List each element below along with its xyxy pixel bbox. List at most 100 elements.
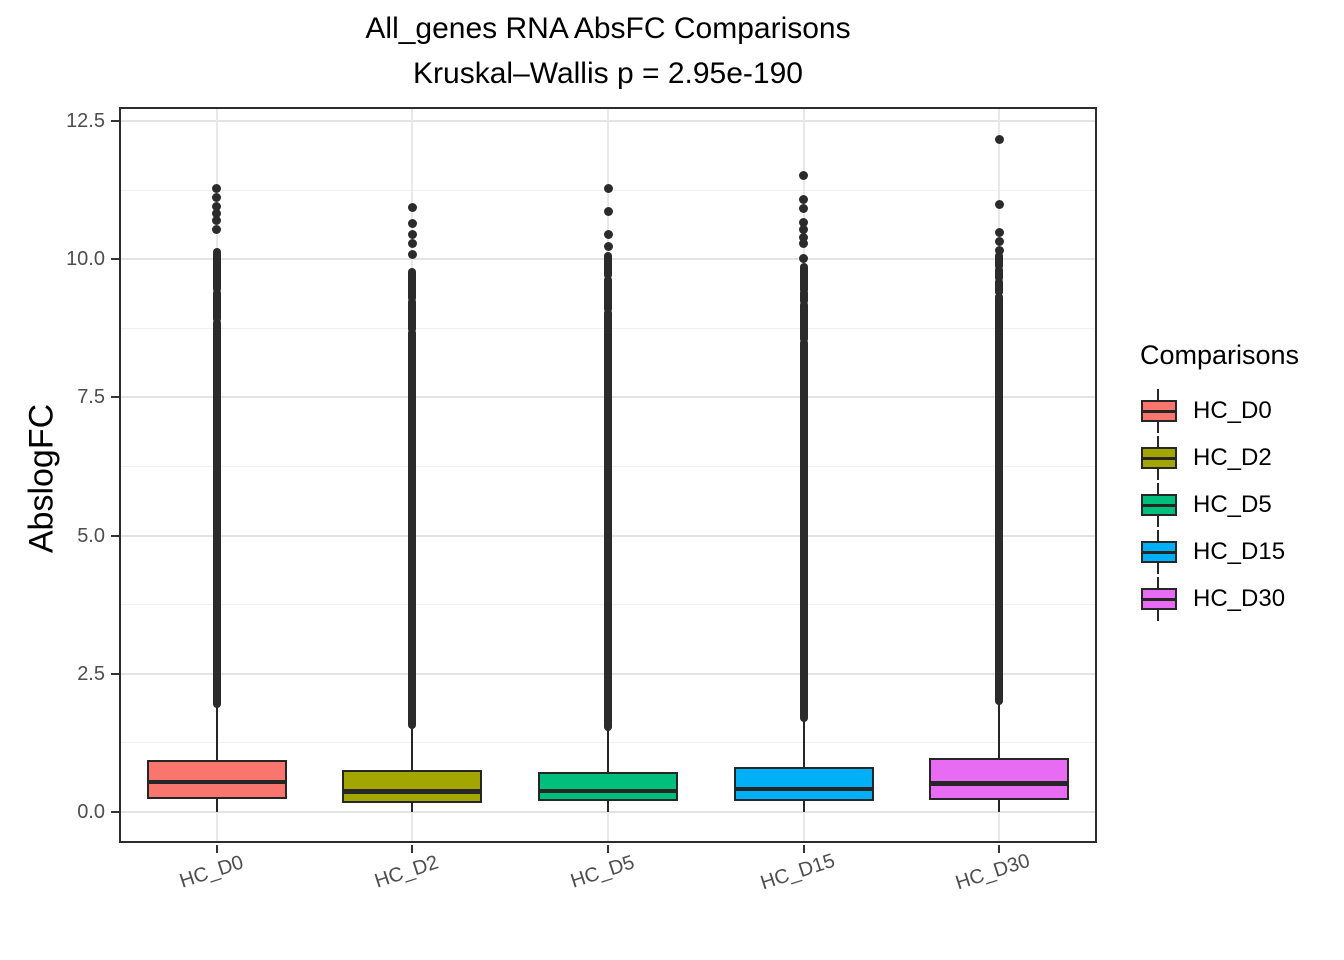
outlier-column-HC_D5 [604, 275, 612, 313]
whisker-low-HC_D0 [215, 799, 218, 812]
whisker-high-HC_D15 [802, 718, 805, 767]
whisker-high-HC_D0 [215, 704, 218, 760]
median-HC_D5 [540, 788, 676, 794]
outlier-dot-HC_D5 [603, 184, 613, 194]
whisker-low-HC_D15 [802, 800, 805, 812]
legend-item-HC_D2: HC_D2 [1140, 434, 1299, 481]
legend-item-HC_D5: HC_D5 [1140, 481, 1299, 528]
outlier-dot-HC_D30 [994, 245, 1004, 255]
x-tick-mark [607, 845, 609, 853]
legend-item-HC_D15: HC_D15 [1140, 528, 1299, 575]
legend-key-box [1141, 399, 1177, 422]
y-tick-label: 7.5 [77, 386, 105, 409]
outlier-column-HC_D0 [212, 247, 221, 293]
legend-item-HC_D30: HC_D30 [1140, 575, 1299, 622]
outlier-dot-HC_D30 [994, 200, 1004, 210]
outlier-dot-HC_D30 [994, 227, 1004, 237]
outlier-dot-HC_D5 [603, 242, 613, 252]
outlier-column-HC_D30 [995, 292, 1004, 705]
outlier-dot-HC_D5 [603, 206, 613, 216]
box-HC_D5 [538, 771, 678, 802]
plot-panel [119, 107, 1097, 843]
outlier-column-HC_D15 [799, 263, 808, 294]
y-tick-label: 10.0 [66, 248, 105, 271]
outlier-column-HC_D30 [995, 252, 1004, 270]
legend-key-median [1143, 503, 1175, 507]
outlier-dot-HC_D0 [212, 209, 222, 219]
outlier-dot-HC_D15 [799, 253, 809, 263]
outlier-column-HC_D15 [799, 289, 808, 306]
outlier-column-HC_D5 [604, 309, 612, 731]
x-tick-label-HC_D30: HC_D30 [953, 849, 1033, 895]
x-tick-label-HC_D5: HC_D5 [568, 851, 638, 893]
legend-key-boxplot [1140, 435, 1178, 480]
x-tick-label-HC_D15: HC_D15 [757, 849, 838, 895]
x-tick-mark [411, 845, 414, 853]
x-tick-label-HC_D2: HC_D2 [372, 851, 442, 893]
y-tick-mark [111, 534, 119, 537]
outlier-dot-HC_D30 [994, 135, 1004, 145]
outlier-column-HC_D15 [799, 339, 808, 722]
outlier-column-HC_D0 [212, 289, 221, 323]
outlier-column-HC_D2 [408, 267, 417, 302]
legend-key-box [1141, 587, 1177, 610]
legend: Comparisons HC_D0 HC_D2 HC_D5 HC_D15 HC_D30 [1140, 340, 1299, 622]
legend-key-boxplot [1140, 482, 1178, 527]
legend-key-median [1143, 597, 1175, 601]
outlier-dot-HC_D0 [212, 215, 222, 225]
median-HC_D0 [148, 779, 285, 785]
legend-items: HC_D0 HC_D2 HC_D5 HC_D15 HC_D30 [1140, 387, 1299, 622]
y-tick-mark [111, 119, 119, 122]
outlier-dot-HC_D0 [212, 202, 222, 212]
outlier-column-HC_D2 [408, 298, 417, 333]
legend-key-boxplot [1140, 388, 1178, 433]
legend-title: Comparisons [1140, 340, 1300, 370]
legend-key-boxplot [1140, 529, 1178, 574]
legend-key-box [1141, 493, 1177, 516]
outlier-column-HC_D5 [604, 252, 612, 280]
whisker-high-HC_D2 [411, 725, 414, 770]
y-tick-label: 2.5 [77, 662, 105, 685]
box-HC_D15 [733, 766, 874, 801]
outlier-column-HC_D30 [995, 266, 1004, 282]
outlier-dot-HC_D0 [212, 183, 222, 193]
whisker-high-HC_D5 [607, 726, 609, 772]
outlier-dot-HC_D15 [799, 217, 809, 227]
legend-item-label: HC_D5 [1193, 490, 1272, 518]
box-HC_D2 [342, 769, 483, 803]
y-tick-mark [111, 396, 119, 399]
legend-key-boxplot [1140, 576, 1178, 621]
legend-key-median [1143, 456, 1175, 460]
outlier-dot-HC_D2 [407, 250, 417, 260]
y-tick-mark [111, 258, 119, 261]
box-HC_D30 [929, 758, 1070, 800]
whisker-low-HC_D2 [411, 802, 414, 812]
chart-title: All_genes RNA AbsFC Comparisons [365, 12, 851, 45]
whisker-low-HC_D30 [998, 799, 1001, 812]
y-tick-label: 0.0 [77, 800, 105, 823]
outlier-dot-HC_D2 [407, 239, 417, 249]
outlier-dot-HC_D2 [407, 203, 417, 213]
outlier-dot-HC_D15 [799, 225, 809, 235]
outlier-dot-HC_D15 [799, 170, 809, 180]
x-tick-label-HC_D0: HC_D0 [176, 851, 246, 893]
outlier-dot-HC_D15 [799, 232, 809, 242]
outlier-dot-HC_D0 [212, 225, 222, 235]
chart-subtitle: Kruskal–Wallis p = 2.95e-190 [413, 57, 803, 90]
legend-key-median [1143, 550, 1175, 554]
median-HC_D30 [931, 781, 1068, 786]
outlier-column-HC_D0 [212, 318, 221, 709]
y-tick-mark [111, 810, 119, 813]
outlier-column-HC_D15 [799, 301, 808, 343]
x-tick-mark [998, 845, 1001, 853]
x-tick-mark [215, 845, 218, 853]
legend-item-label: HC_D2 [1193, 443, 1272, 471]
outlier-dot-HC_D15 [799, 203, 809, 213]
outlier-dot-HC_D2 [407, 218, 417, 228]
legend-key-box [1141, 446, 1177, 469]
median-HC_D15 [735, 786, 872, 792]
outlier-dot-HC_D0 [212, 192, 222, 202]
outlier-dot-HC_D5 [603, 230, 613, 240]
outlier-column-HC_D2 [408, 329, 417, 730]
